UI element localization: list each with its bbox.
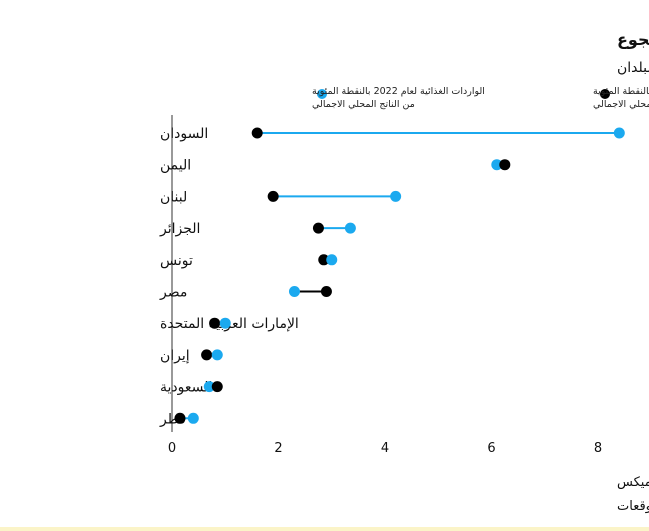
bottom-accent-bar [0,527,649,531]
point-2011 [499,159,511,171]
chart-subtitle: بالمقارنة مع الربيع العربي ، فإن الأزمة … [617,58,649,76]
point-2022 [344,222,356,234]
legend-label-2011-line1: الواردات الغذائية لعام 2011 بالنقطة المئ… [593,86,649,97]
point-2011 [320,286,332,297]
point-2011 [267,190,279,202]
point-2011 [209,317,221,329]
category-label: الجزائر [159,221,200,237]
point-2022 [390,190,402,202]
point-2011 [174,412,186,424]
point-2011 [312,222,324,234]
point-2022 [288,286,300,297]
x-tick-label: 0 [168,441,176,456]
point-2022 [187,412,199,424]
x-tick-label: 4 [381,441,389,456]
dumbbell-marks [174,127,625,424]
source-note: المصدر: بلومبرغ ايكونوميكس [617,475,649,490]
legend-label-2022-line2: من الناتج المحلي الاجمالي [312,99,415,110]
category-label: اليمن [160,158,191,174]
category-label: تونس [160,253,193,269]
point-2011 [211,381,223,393]
category-label: السعودية [160,380,212,396]
point-2011 [251,127,263,139]
category-label: إيران [160,348,190,364]
category-labels: السوداناليمنلبنانالجزائرتونسمصرالإمارات … [159,126,299,427]
point-2022 [219,317,231,329]
legend-label-2011-line2: من الناتج المحلي الاجمالي [593,99,649,110]
point-2022 [613,127,625,139]
legend-label-2022-line1: الواردات الغذائية لعام 2022 بالنقطة المئ… [312,86,485,97]
point-2022 [326,254,338,266]
x-tick-label: 6 [487,441,495,456]
x-tick-label: 2 [274,441,282,456]
x-tick-label: 8 [594,441,602,456]
footnote: ملاحظة: أرقام 2022 هي توقعات [617,497,649,514]
point-2011 [318,254,330,266]
point-2022 [211,349,223,361]
legend-marker-2011 [600,89,610,99]
category-label: السودان [160,126,208,142]
legend-marker-2022 [317,89,327,99]
point-2022 [203,381,215,393]
category-label: لبنان [160,189,187,205]
point-2011 [201,349,213,361]
point-2022 [491,159,503,171]
x-tick-labels: 0 2 4 6 8 [168,441,602,456]
chart-title: الجوع [617,30,649,49]
category-label: مصر [159,285,187,301]
legend: الواردات الغذائية لعام 2011 بالنقطة المئ… [312,86,649,110]
